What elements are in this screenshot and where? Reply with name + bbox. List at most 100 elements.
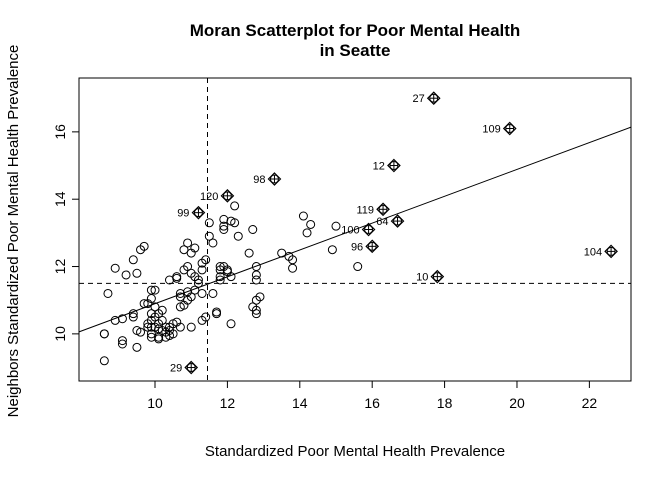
data-point xyxy=(193,278,203,288)
data-point xyxy=(208,288,218,298)
data-point xyxy=(175,322,185,332)
data-point xyxy=(183,262,193,272)
x-tick-label: 14 xyxy=(292,395,308,411)
data-point xyxy=(306,219,316,229)
data-point xyxy=(128,309,138,319)
data-point xyxy=(204,231,214,241)
influential-label: 29 xyxy=(170,363,182,375)
data-point xyxy=(226,319,236,329)
influential-marker-circle xyxy=(193,208,203,218)
data-point xyxy=(230,201,240,211)
data-point xyxy=(215,262,225,272)
influential-label: 98 xyxy=(253,174,265,186)
data-point xyxy=(248,225,258,234)
data-point xyxy=(175,292,185,302)
influential-marker-circle xyxy=(389,161,399,171)
data-point xyxy=(136,327,146,337)
x-tick-label: 16 xyxy=(364,395,380,411)
y-tick-label: 10 xyxy=(52,326,68,342)
data-point xyxy=(99,356,109,366)
influential-point: 96 xyxy=(351,239,380,253)
data-point xyxy=(208,238,218,248)
data-point xyxy=(117,339,127,349)
influential-marker-circle xyxy=(367,241,377,251)
data-point xyxy=(193,275,203,285)
data-point xyxy=(103,288,113,298)
data-point xyxy=(172,272,182,282)
influential-marker-circle xyxy=(364,225,374,234)
data-point xyxy=(121,270,131,280)
data-point xyxy=(327,245,337,255)
influential-point: 10 xyxy=(416,269,445,284)
data-point xyxy=(251,305,261,315)
data-point xyxy=(157,305,167,315)
data-points xyxy=(99,201,363,366)
data-point xyxy=(353,262,363,272)
data-point xyxy=(146,329,156,339)
data-point xyxy=(201,312,211,322)
y-axis: 10 12 14 16 xyxy=(52,124,79,342)
influential-label: 100 xyxy=(341,225,359,237)
data-point xyxy=(128,255,138,265)
data-point xyxy=(150,302,160,312)
x-tick-label: 20 xyxy=(509,395,525,411)
chart-subtitle: in Seatte xyxy=(320,41,391,60)
data-point xyxy=(215,272,225,282)
influential-point: 27 xyxy=(412,91,441,105)
data-point xyxy=(277,248,287,258)
influential-marker-circle xyxy=(432,272,442,282)
data-point xyxy=(331,221,341,231)
data-point xyxy=(251,309,261,319)
influential-point: 98 xyxy=(253,172,282,186)
influential-point: 100 xyxy=(341,222,376,237)
data-point xyxy=(132,268,142,278)
data-point xyxy=(244,248,254,258)
data-point xyxy=(302,228,312,238)
data-point xyxy=(110,263,120,273)
data-point xyxy=(212,309,222,319)
y-axis-label: Neighbors Standardized Poor Mental Healt… xyxy=(5,45,22,418)
influential-marker-circle xyxy=(222,191,232,201)
data-point xyxy=(226,272,236,282)
data-point xyxy=(183,238,193,248)
influential-marker-circle xyxy=(505,124,515,133)
influential-label: 119 xyxy=(357,204,375,216)
data-point xyxy=(179,245,189,255)
influential-marker-circle xyxy=(606,246,616,256)
influential-marker-circle xyxy=(269,174,279,184)
chart-title: Moran Scatterplot for Poor Mental Health xyxy=(190,21,521,40)
data-point xyxy=(117,314,127,324)
influential-point: 64 xyxy=(376,214,405,228)
data-point xyxy=(186,292,196,302)
data-point xyxy=(128,312,138,322)
plot-frame xyxy=(78,77,632,382)
data-point xyxy=(255,292,265,302)
x-tick-label: 18 xyxy=(437,395,453,411)
data-point xyxy=(190,243,200,253)
influential-marker-circle xyxy=(429,93,439,103)
influential-label: 99 xyxy=(177,208,189,220)
influential-label: 10 xyxy=(416,272,428,284)
y-tick-label: 16 xyxy=(52,124,68,140)
x-tick-label: 12 xyxy=(220,395,236,411)
data-point xyxy=(143,322,153,332)
influential-label: 96 xyxy=(351,241,363,253)
data-point xyxy=(139,299,149,309)
data-point xyxy=(288,263,298,273)
data-point xyxy=(197,265,207,275)
data-point xyxy=(190,285,200,295)
data-point xyxy=(146,294,156,304)
x-axis: 10 12 14 16 18 20 22 xyxy=(147,381,597,411)
influential-point: 12 xyxy=(373,158,401,173)
influential-marker-circle xyxy=(378,204,388,214)
data-point xyxy=(117,336,127,346)
x-tick-label: 10 xyxy=(147,395,163,411)
data-point xyxy=(99,329,109,339)
influential-label: 120 xyxy=(200,191,218,203)
data-point xyxy=(110,315,120,325)
regression-line xyxy=(78,126,632,333)
data-point xyxy=(150,285,160,295)
x-axis-label: Standardized Poor Mental Health Prevalen… xyxy=(205,443,505,460)
data-point xyxy=(230,218,240,228)
